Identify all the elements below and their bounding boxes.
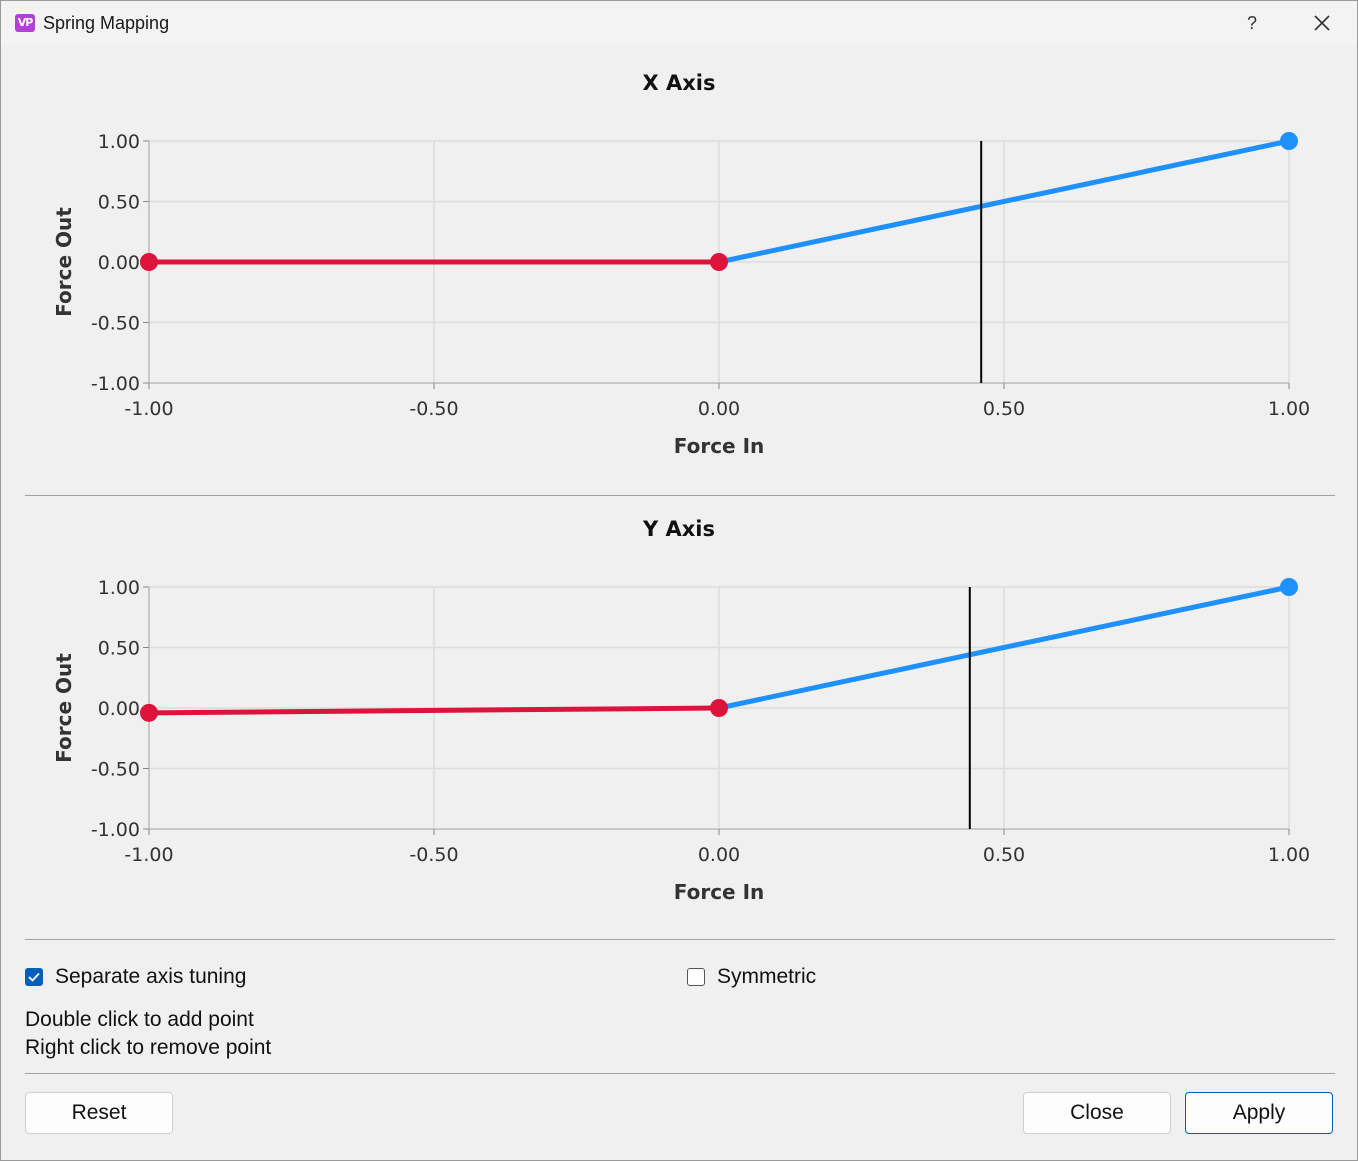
- add-point-hint: Double click to add point: [25, 1008, 254, 1031]
- chart-svg: Y Axis 1.00 0.50 0.00 -0.50 -1.00 -1.00 -0.50 0.…: [52, 517, 1310, 904]
- close-icon: [1314, 15, 1330, 31]
- positive-curve-line: [718, 584, 1290, 711]
- y-axis-label: Force Out: [52, 207, 76, 317]
- title-bar: VP Spring Mapping ?: [1, 1, 1357, 45]
- y-tick-label: 0.00: [98, 252, 140, 274]
- x-axis-label: Force In: [674, 434, 765, 458]
- x-tick-label: 0.00: [698, 398, 740, 420]
- y-tick-label: 1.00: [98, 577, 140, 599]
- x-tick-label: 0.50: [983, 844, 1025, 866]
- y-axis-label: Force Out: [52, 653, 76, 763]
- y-tick-label: 0.50: [98, 638, 140, 660]
- app-logo-icon: VP: [15, 14, 35, 32]
- reset-button[interactable]: Reset: [25, 1092, 173, 1134]
- options-separator: [25, 939, 1335, 940]
- checkbox-checked-icon: [25, 968, 43, 986]
- x-tick-label: -1.00: [124, 398, 173, 420]
- x-tick-label: 0.50: [983, 398, 1025, 420]
- separate-axis-tuning-label: Separate axis tuning: [55, 965, 247, 988]
- x-tick-label: 1.00: [1268, 398, 1310, 420]
- symmetric-checkbox[interactable]: Symmetric: [687, 965, 816, 989]
- positive-control-point[interactable]: [1280, 132, 1298, 150]
- x-tick-label: -0.50: [409, 844, 458, 866]
- chart-separator: [25, 495, 1335, 496]
- y-tick-label: 0.00: [98, 698, 140, 720]
- positive-control-point[interactable]: [1280, 578, 1298, 596]
- y-tick-label: -0.50: [91, 759, 140, 781]
- x-axis-chart[interactable]: X Axis 1.00 0.50 0.00 -0.50 -1.00 -1.00 -0.50 0.…: [1, 57, 1357, 497]
- y-tick-label: 1.00: [98, 131, 140, 153]
- x-tick-label: -0.50: [409, 398, 458, 420]
- chart-title: Y Axis: [642, 517, 715, 541]
- chart-svg: X Axis 1.00 0.50 0.00 -0.50 -1.00 -1.00 -0.50 0.…: [52, 71, 1310, 458]
- y-tick-label: -0.50: [91, 313, 140, 335]
- negative-control-point[interactable]: [140, 703, 158, 722]
- checkbox-unchecked-icon: [687, 968, 705, 986]
- buttons-separator: [25, 1073, 1335, 1074]
- chart-title: X Axis: [643, 71, 716, 95]
- help-button[interactable]: ?: [1246, 13, 1257, 33]
- window-title: Spring Mapping: [43, 13, 170, 33]
- x-axis-label: Force In: [674, 880, 765, 904]
- x-tick-label: -1.00: [124, 844, 173, 866]
- close-button[interactable]: Close: [1023, 1092, 1171, 1134]
- negative-control-point[interactable]: [710, 699, 728, 717]
- negative-control-point[interactable]: [140, 253, 158, 271]
- y-tick-label: 0.50: [98, 192, 140, 214]
- remove-point-hint: Right click to remove point: [25, 1036, 272, 1059]
- y-tick-label: -1.00: [91, 373, 140, 395]
- x-tick-label: 1.00: [1268, 844, 1310, 866]
- separate-axis-tuning-checkbox[interactable]: Separate axis tuning: [25, 965, 246, 989]
- negative-control-point[interactable]: [710, 253, 728, 271]
- negative-curve-line: [148, 705, 720, 716]
- window-close-button[interactable]: [1305, 7, 1339, 39]
- x-tick-label: 0.00: [698, 844, 740, 866]
- symmetric-label: Symmetric: [717, 965, 817, 988]
- y-axis-chart[interactable]: Y Axis 1.00 0.50 0.00 -0.50 -1.00 -1.00 -0.50 0.…: [1, 503, 1357, 943]
- apply-button[interactable]: Apply: [1185, 1092, 1333, 1134]
- positive-curve-line: [718, 138, 1290, 265]
- y-tick-label: -1.00: [91, 819, 140, 841]
